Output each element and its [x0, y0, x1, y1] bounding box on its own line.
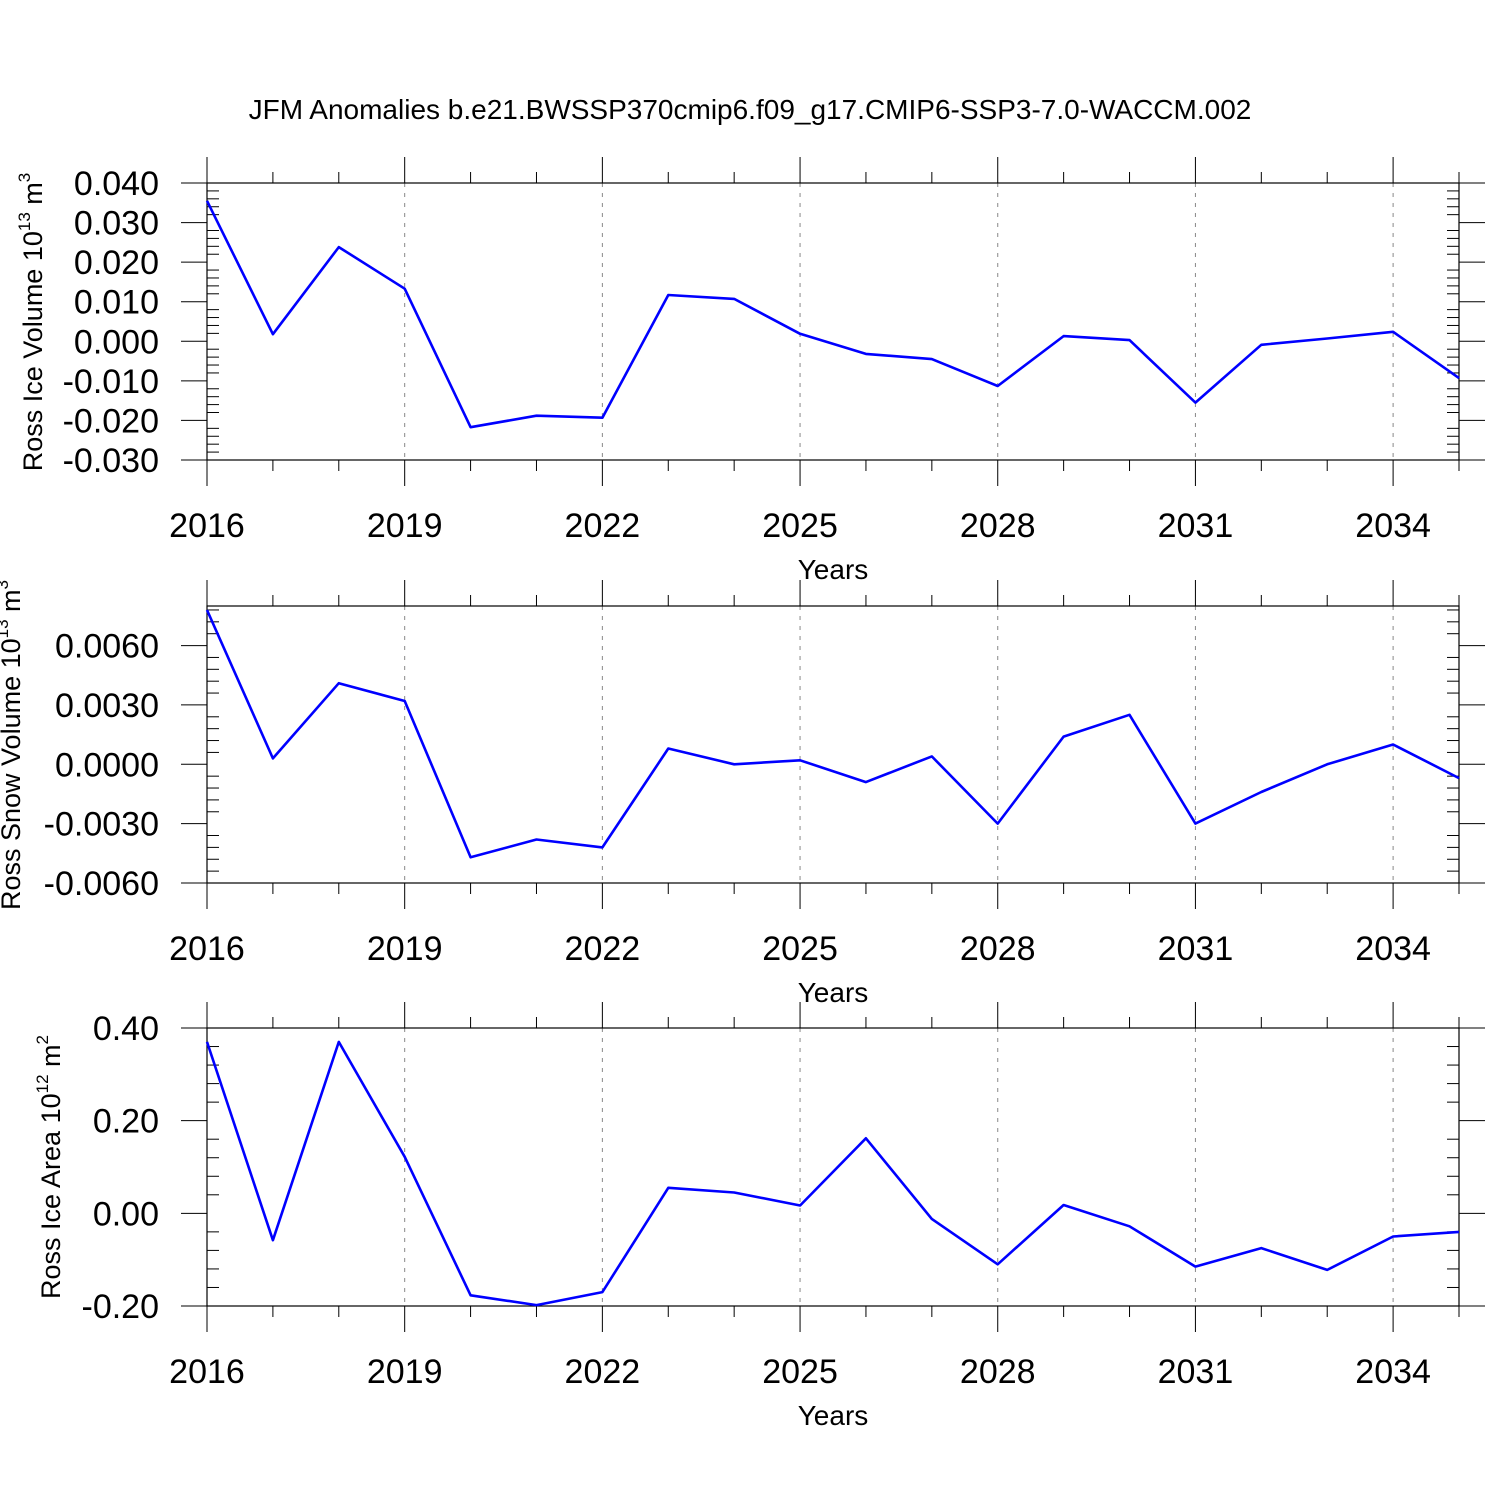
y-axis-label-text: Ross Snow Volume 10: [0, 638, 26, 910]
y-tick-label: -0.010: [63, 363, 159, 401]
y-tick-label: 0.040: [74, 165, 159, 203]
x-tick-label: 2025: [762, 930, 838, 968]
y-axis-label-unit-exponent: 2: [33, 1035, 52, 1044]
plot-frame: [206, 1027, 1460, 1307]
x-tick-label: 2025: [762, 507, 838, 545]
x-tick-label: 2019: [367, 1353, 443, 1391]
x-tick-label: 2016: [169, 507, 245, 545]
y-tick-label: 0.000: [74, 323, 159, 361]
y-tick-label: -0.020: [63, 402, 159, 440]
figure-title: JFM Anomalies b.e21.BWSSP370cmip6.f09_g1…: [249, 94, 1252, 125]
y-axis-label-exponent: 13: [15, 212, 34, 231]
y-axis-label-unit-exponent: 3: [0, 580, 12, 589]
chart-panel-2: 0.0060 0.0030 0.0000 -0.0030 -0.0060 2016 2019…: [0, 580, 1485, 1008]
y-axis-label-exponent: 13: [0, 619, 12, 638]
x-tick-label: 2031: [1158, 507, 1234, 545]
x-tick-label: 2028: [960, 507, 1036, 545]
plot-frame: [206, 182, 1460, 461]
y-tick-label: -0.030: [63, 442, 159, 480]
x-axis-label: Years: [798, 1400, 869, 1431]
x-tick-label: 2019: [367, 930, 443, 968]
x-tick-label: 2016: [169, 1353, 245, 1391]
y-axis-label-unit: m: [0, 589, 26, 619]
x-tick-label: 2028: [960, 930, 1036, 968]
y-tick-label: 0.010: [74, 284, 159, 322]
x-tick-label: 2034: [1355, 1353, 1431, 1391]
panels: 0.0400.0300.0200.0100.000-0.010-0.020-0.…: [0, 157, 1485, 1431]
y-axis-label-unit-exponent: 3: [15, 173, 34, 182]
series-line: [205, 609, 1460, 859]
y-tick-label: 0.20: [93, 1103, 159, 1141]
x-tick-label: 2022: [565, 1353, 641, 1391]
y-axis-label-text: Ross Ice Area 10: [36, 1093, 66, 1299]
x-tick-label: 2016: [169, 930, 245, 968]
y-tick-label: 0.40: [93, 1010, 159, 1048]
plot-frame: [206, 605, 1460, 884]
y-axis-label: Ross Snow Volume 1013 m3: [0, 580, 26, 910]
x-tick-label: 2034: [1355, 507, 1431, 545]
y-tick-label: 0.020: [74, 244, 159, 282]
y-tick-label: -0.0060: [44, 865, 159, 903]
x-tick-label: 2031: [1158, 1353, 1234, 1391]
y-axis-label-unit: m: [36, 1044, 66, 1074]
x-axis-label: Years: [798, 977, 869, 1008]
x-tick-label: 2028: [960, 1353, 1036, 1391]
y-tick-label: 0.00: [93, 1195, 159, 1233]
y-axis-label: Ross Ice Volume 1013 m3: [15, 173, 48, 472]
y-tick-label: 0.0000: [55, 746, 159, 784]
y-tick-label: 0.0030: [55, 687, 159, 725]
chart-panel-1: 0.0400.0300.0200.0100.000-0.010-0.020-0.…: [15, 157, 1485, 585]
x-tick-label: 2025: [762, 1353, 838, 1391]
x-axis-label: Years: [798, 554, 869, 585]
y-tick-label: 0.0060: [55, 628, 159, 666]
y-tick-label: -0.0030: [44, 806, 159, 844]
x-tick-label: 2034: [1355, 930, 1431, 968]
series-line: [205, 200, 1460, 429]
y-axis-label-unit: m: [18, 182, 48, 212]
x-tick-label: 2022: [565, 507, 641, 545]
x-tick-label: 2022: [565, 930, 641, 968]
x-tick-label: 2031: [1158, 930, 1234, 968]
y-tick-label: -0.20: [82, 1288, 160, 1326]
y-axis-label-text: Ross Ice Volume 10: [18, 231, 48, 471]
y-axis-label: Ross Ice Area 1012 m2: [33, 1035, 66, 1299]
x-tick-label: 2019: [367, 507, 443, 545]
series-line: [205, 1040, 1460, 1307]
y-axis-label-exponent: 12: [33, 1074, 52, 1093]
y-tick-label: 0.030: [74, 205, 159, 243]
